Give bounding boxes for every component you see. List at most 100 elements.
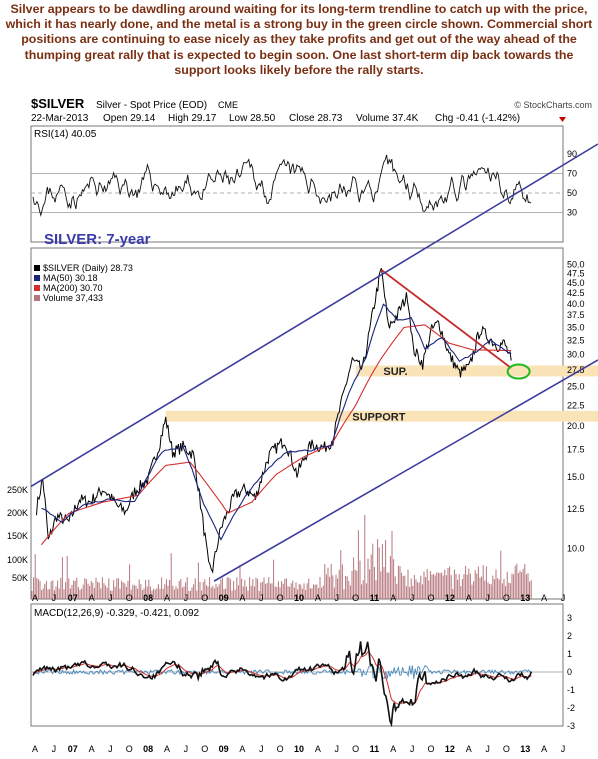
- xaxis-label-mid-22: 12: [445, 593, 455, 603]
- volume-label: Volume 37.4K: [356, 113, 419, 124]
- xaxis-label-bottom-6: 08: [143, 744, 153, 754]
- macd-title: MACD(12,26,9) -0.329, -0.421, 0.092: [34, 608, 200, 619]
- xaxis-label-mid-3: A: [89, 593, 95, 603]
- xaxis-label-mid-27: A: [541, 593, 547, 603]
- price-tick-15.0: 15.0: [567, 472, 585, 482]
- xaxis-label-mid-8: J: [184, 593, 189, 603]
- macd-tick-0: 0: [567, 667, 572, 677]
- change-label: Chg -0.41 (-1.42%): [435, 113, 520, 124]
- volume-tick-250K: 250K: [7, 485, 28, 495]
- xaxis-label-bottom-22: 12: [445, 744, 455, 754]
- xaxis-label-mid-19: A: [390, 593, 396, 603]
- volume-tick-50K: 50K: [12, 573, 28, 583]
- xaxis-label-bottom-7: A: [164, 744, 170, 754]
- xaxis-label-mid-25: O: [503, 593, 510, 603]
- price-panel-label: SILVER: 7-year: [44, 231, 151, 248]
- volume-tick-150K: 150K: [7, 531, 28, 541]
- xaxis-label-bottom-8: J: [184, 744, 189, 754]
- price-tick-20.0: 20.0: [567, 421, 585, 431]
- high-label: High 29.17: [168, 113, 217, 124]
- xaxis-label-mid-14: 10: [294, 593, 304, 603]
- xaxis-label-bottom-3: A: [89, 744, 95, 754]
- xaxis-label-mid-2: 07: [68, 593, 78, 603]
- macd-line: [32, 641, 533, 728]
- legend-swatch-3: [34, 295, 40, 301]
- xaxis-label-bottom-19: A: [390, 744, 396, 754]
- price-line: [36, 268, 512, 574]
- xaxis-label-mid-26: 13: [520, 593, 530, 603]
- xaxis-label-bottom-26: 13: [520, 744, 530, 754]
- macd-tick--1: -1: [567, 685, 575, 695]
- rsi-tick-50: 50: [567, 188, 577, 198]
- xaxis-label-bottom-11: A: [239, 744, 245, 754]
- legend-entry-2: MA(200) 30.70: [43, 283, 103, 293]
- price-tick-40.0: 40.0: [567, 299, 585, 309]
- xaxis-label-bottom-18: 11: [370, 744, 380, 754]
- xaxis-label-mid-1: J: [52, 593, 57, 603]
- xaxis-label-bottom-21: O: [427, 744, 434, 754]
- legend-entry-1: MA(50) 30.18: [43, 273, 98, 283]
- volume-tick-100K: 100K: [7, 555, 28, 565]
- macd-histogram: [32, 663, 532, 680]
- xaxis-label-mid-24: J: [485, 593, 490, 603]
- xaxis-label-mid-18: 11: [370, 593, 380, 603]
- brand-label: © StockCharts.com: [514, 100, 592, 110]
- legend-entry-0: $SILVER (Daily) 28.73: [43, 263, 133, 273]
- ma200-line: [40, 324, 512, 546]
- volume-bars: [31, 514, 532, 599]
- price-tick-22.5: 22.5: [567, 400, 585, 410]
- legend-swatch-1: [34, 275, 40, 281]
- price-tick-12.5: 12.5: [567, 504, 585, 514]
- xaxis-label-mid-20: J: [410, 593, 415, 603]
- upper-trendline: [30, 143, 598, 488]
- price-tick-27.5: 27.5: [567, 365, 585, 375]
- xaxis-label-bottom-0: A: [32, 744, 38, 754]
- close-label: Close 28.73: [289, 113, 343, 124]
- xaxis-label-bottom-20: J: [410, 744, 415, 754]
- xaxis-label-mid-13: O: [277, 593, 284, 603]
- volume-tick-200K: 200K: [7, 508, 28, 518]
- xaxis-label-bottom-13: O: [277, 744, 284, 754]
- xaxis-label-bottom-23: A: [466, 744, 472, 754]
- price-tick-17.5: 17.5: [567, 445, 585, 455]
- xaxis-label-mid-10: 09: [219, 593, 229, 603]
- rsi-tick-30: 30: [567, 208, 577, 218]
- xaxis-label-mid-5: O: [126, 593, 133, 603]
- macd-tick-3: 3: [567, 613, 572, 623]
- xaxis-label-mid-4: J: [108, 593, 113, 603]
- symbol-label: $SILVER: [31, 96, 85, 111]
- price-tick-30.0: 30.0: [567, 350, 585, 360]
- rsi-tick-70: 70: [567, 168, 577, 178]
- price-series: [36, 268, 512, 574]
- xaxis-label-mid-12: J: [259, 593, 264, 603]
- xaxis-label-mid-6: 08: [143, 593, 153, 603]
- rsi-tick-90: 90: [567, 149, 577, 159]
- target-circle: [506, 363, 531, 380]
- change-down-icon: [559, 117, 566, 122]
- price-tick-50.0: 50.0: [567, 259, 585, 269]
- xaxis-label-bottom-9: O: [201, 744, 208, 754]
- price-tick-37.5: 37.5: [567, 310, 585, 320]
- price-tick-25.0: 25.0: [567, 382, 585, 392]
- xaxis-label-bottom-10: 09: [219, 744, 229, 754]
- xaxis-label-mid-9: O: [201, 593, 208, 603]
- xaxis-label-bottom-17: O: [352, 744, 359, 754]
- ma50-line: [41, 303, 512, 541]
- legend-entry-3: Volume 37,433: [43, 293, 103, 303]
- xaxis-label-mid-15: A: [315, 593, 321, 603]
- macd-tick-1: 1: [567, 649, 572, 659]
- macd-tick--3: -3: [567, 721, 575, 731]
- xaxis-label-mid-23: A: [466, 593, 472, 603]
- xaxis-label-bottom-1: J: [52, 744, 57, 754]
- xaxis-label-mid-28: J: [561, 593, 566, 603]
- price-tick-35.0: 35.0: [567, 322, 585, 332]
- xaxis-label-mid-16: J: [334, 593, 339, 603]
- support-band-0: [355, 365, 598, 377]
- price-tick-10.0: 10.0: [567, 543, 585, 553]
- support-band-1: [165, 410, 598, 422]
- xaxis-label-bottom-5: O: [126, 744, 133, 754]
- exchange-label: CME: [218, 100, 238, 110]
- price-tick-45.0: 45.0: [567, 278, 585, 288]
- name-label: Silver - Spot Price (EOD): [96, 100, 207, 111]
- price-panel-frame: [30, 247, 564, 600]
